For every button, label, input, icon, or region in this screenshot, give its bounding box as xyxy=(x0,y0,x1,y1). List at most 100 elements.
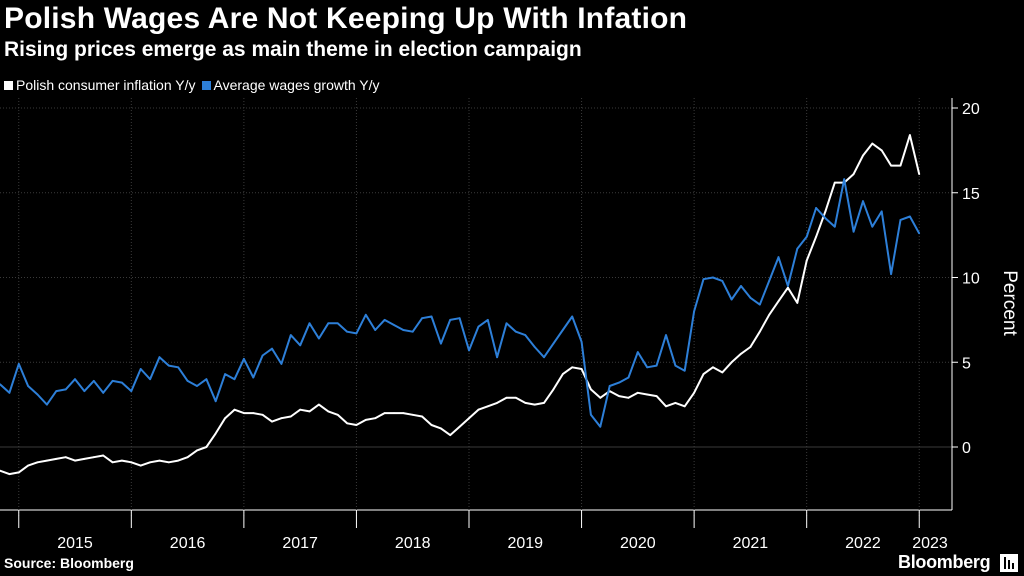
data-point-inflation-92 xyxy=(862,154,864,157)
data-point-wages-7 xyxy=(64,388,67,391)
data-point-wages-85 xyxy=(796,247,799,250)
x-tick-label-2021: 2021 xyxy=(733,535,769,552)
data-point-wages-51 xyxy=(477,325,480,328)
data-point-inflation-16 xyxy=(149,461,152,464)
data-point-inflation-88 xyxy=(824,210,827,213)
data-point-inflation-72 xyxy=(674,402,677,404)
data-point-inflation-34 xyxy=(318,403,320,406)
data-point-wages-23 xyxy=(214,400,217,403)
data-point-inflation-31 xyxy=(289,415,292,418)
brand-wordmark: Bloomberg xyxy=(898,552,991,572)
data-point-wages-6 xyxy=(55,390,58,392)
data-point-inflation-76 xyxy=(712,366,714,369)
legend-item-inflation: Polish consumer inflation Y/y xyxy=(4,77,196,93)
data-point-wages-30 xyxy=(280,363,283,365)
data-point-wages-47 xyxy=(440,342,442,345)
data-point-wages-12 xyxy=(111,380,114,382)
data-point-wages-26 xyxy=(243,358,245,360)
data-point-wages-45 xyxy=(421,317,423,320)
data-point-inflation-3 xyxy=(27,464,29,467)
data-point-inflation-91 xyxy=(852,173,855,176)
y-axis-label: Percent xyxy=(999,270,1020,336)
data-point-inflation-93 xyxy=(871,142,874,145)
data-point-inflation-73 xyxy=(683,405,686,408)
y-tick-label-5: 5 xyxy=(962,355,971,372)
data-point-wages-20 xyxy=(186,380,189,382)
data-point-inflation-33 xyxy=(308,410,311,413)
data-point-wages-38 xyxy=(355,332,358,335)
data-point-wages-15 xyxy=(139,368,142,370)
data-point-inflation-82 xyxy=(768,313,771,316)
x-tick-label-2015: 2015 xyxy=(57,535,93,552)
data-point-inflation-95 xyxy=(890,164,892,167)
data-point-wages-16 xyxy=(149,378,152,381)
data-point-inflation-20 xyxy=(186,456,189,459)
data-point-wages-54 xyxy=(505,322,508,325)
data-point-inflation-74 xyxy=(693,391,695,394)
data-point-inflation-89 xyxy=(833,181,836,184)
data-point-wages-88 xyxy=(824,217,827,220)
data-point-inflation-71 xyxy=(665,405,667,408)
data-point-inflation-8 xyxy=(74,459,76,462)
data-point-inflation-32 xyxy=(299,408,302,411)
data-point-wages-58 xyxy=(543,356,545,359)
data-point-inflation-0 xyxy=(0,469,1,472)
legend-label-inflation: Polish consumer inflation Y/y xyxy=(16,77,196,93)
data-point-inflation-57 xyxy=(533,403,536,406)
data-point-wages-57 xyxy=(533,346,536,348)
data-point-inflation-13 xyxy=(121,459,123,462)
data-point-wages-83 xyxy=(777,256,780,259)
data-point-inflation-45 xyxy=(421,415,423,418)
data-point-inflation-21 xyxy=(196,449,198,452)
data-point-inflation-38 xyxy=(355,424,358,426)
data-point-wages-48 xyxy=(449,319,452,321)
data-point-wages-21 xyxy=(196,385,198,387)
data-point-wages-61 xyxy=(571,315,574,318)
data-point-wages-36 xyxy=(336,322,339,325)
data-point-wages-29 xyxy=(271,347,273,350)
data-point-wages-43 xyxy=(402,329,405,331)
data-point-wages-14 xyxy=(130,390,133,392)
source-note: Source: Bloomberg xyxy=(4,555,134,571)
data-point-wages-25 xyxy=(233,378,236,381)
data-point-inflation-60 xyxy=(561,373,564,375)
chart-title: Polish Wages Are Not Keeping Up With Inf… xyxy=(4,2,688,35)
data-point-inflation-59 xyxy=(552,388,555,391)
data-point-wages-39 xyxy=(364,313,367,316)
data-point-inflation-53 xyxy=(496,402,498,404)
legend-label-wages: Average wages growth Y/y xyxy=(213,77,380,93)
data-point-wages-84 xyxy=(787,285,789,287)
data-point-wages-18 xyxy=(167,364,170,367)
data-point-inflation-18 xyxy=(167,461,170,464)
data-point-wages-37 xyxy=(346,330,348,333)
data-point-wages-70 xyxy=(655,364,658,367)
data-point-inflation-40 xyxy=(374,417,377,420)
data-point-inflation-63 xyxy=(590,388,592,391)
data-point-wages-55 xyxy=(515,330,517,333)
data-point-inflation-86 xyxy=(805,259,808,262)
data-point-inflation-54 xyxy=(505,396,508,399)
data-point-inflation-50 xyxy=(468,417,470,420)
data-point-inflation-66 xyxy=(618,395,620,397)
data-point-wages-3 xyxy=(27,385,29,387)
data-point-wages-5 xyxy=(46,403,48,406)
data-point-wages-27 xyxy=(252,376,255,379)
data-point-wages-94 xyxy=(880,210,883,213)
data-point-wages-56 xyxy=(524,334,527,336)
legend: Polish consumer inflation Y/y Average wa… xyxy=(4,77,386,93)
y-tick-label-10: 10 xyxy=(962,271,980,288)
data-point-inflation-70 xyxy=(655,395,658,397)
data-point-inflation-85 xyxy=(796,302,799,304)
data-point-wages-89 xyxy=(833,225,836,228)
data-point-wages-75 xyxy=(702,278,705,281)
data-point-inflation-24 xyxy=(224,417,227,420)
data-point-inflation-78 xyxy=(730,361,733,364)
x-tick-label-2018: 2018 xyxy=(395,535,431,552)
data-point-wages-68 xyxy=(636,351,639,353)
data-point-wages-69 xyxy=(646,366,649,369)
data-point-inflation-79 xyxy=(740,352,742,355)
data-point-wages-90 xyxy=(843,178,846,181)
data-point-inflation-44 xyxy=(411,413,414,416)
data-point-inflation-29 xyxy=(271,420,273,423)
data-point-wages-74 xyxy=(693,310,695,313)
